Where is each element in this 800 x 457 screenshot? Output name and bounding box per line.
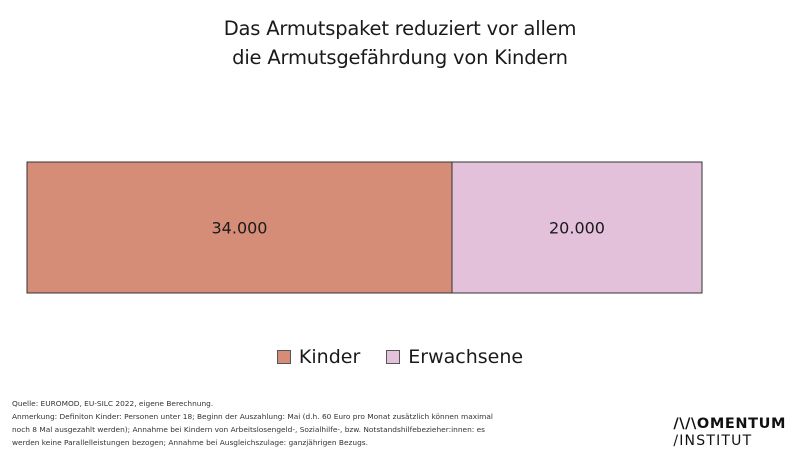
bar-segment-erwachsene — [451, 161, 703, 294]
legend-swatch-erwachsene — [386, 350, 401, 364]
legend: Kinder Erwachsene — [0, 346, 800, 368]
source-notes: Quelle: EUROMOD, EU-SILC 2022, eigene Be… — [12, 397, 572, 449]
chart-title-line-1: Das Armutspaket reduziert vor allem — [223, 17, 577, 40]
legend-swatch-kinder — [276, 350, 291, 364]
logo-line-1: /\/\OMENTUM — [673, 416, 786, 432]
momentum-institut-logo: /\/\OMENTUM /INSTITUT — [673, 416, 786, 450]
legend-label-erwachsene: Erwachsene — [408, 346, 524, 368]
stacked-bar-chart: 34.000 20.000 — [26, 161, 703, 294]
note-line-1: Anmerkung: Definiton Kinder: Personen un… — [12, 412, 493, 421]
source-line: Quelle: EUROMOD, EU-SILC 2022, eigene Be… — [12, 399, 214, 408]
chart-title: Das Armutspaket reduziert vor allem die … — [0, 14, 800, 72]
legend-item-erwachsene: Erwachsene — [386, 346, 523, 368]
note-line-3: werden keine Parallelleistungen bezogen;… — [12, 438, 368, 447]
legend-label-kinder: Kinder — [298, 346, 361, 368]
logo-line-2: /INSTITUT — [673, 433, 753, 449]
legend-item-kinder: Kinder — [276, 346, 361, 368]
data-label-kinder: 34.000 — [212, 219, 268, 238]
note-line-2: noch 8 Mal ausgezahlt werden); Annahme b… — [12, 425, 486, 434]
chart-title-line-2: die Armutsgefährdung von Kindern — [232, 46, 568, 69]
bar-segment-kinder — [26, 161, 453, 294]
data-label-erwachsene: 20.000 — [549, 219, 605, 238]
